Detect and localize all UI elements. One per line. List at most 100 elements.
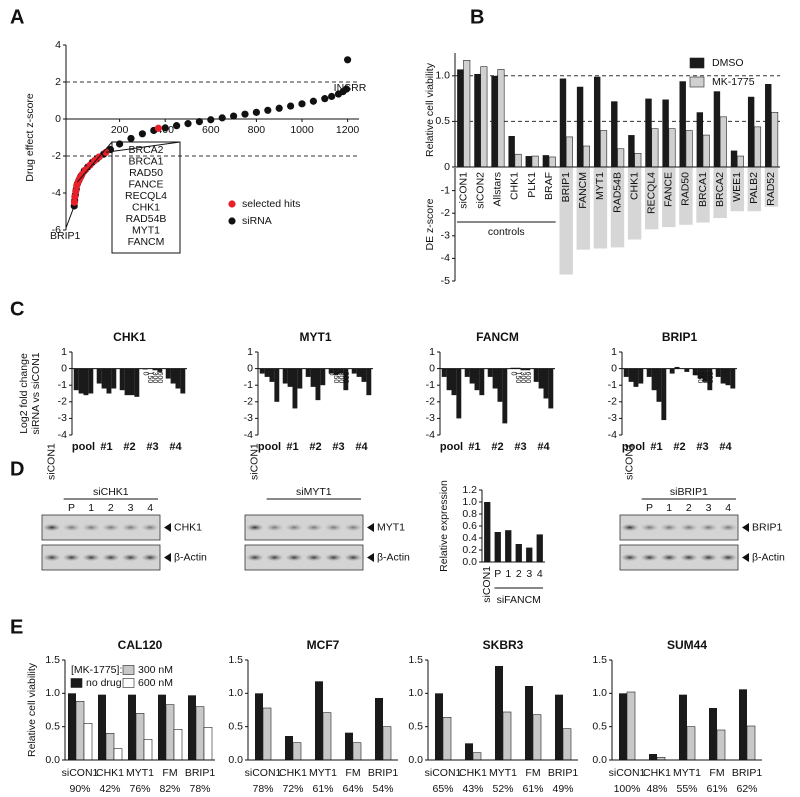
protein-label: MYT1: [377, 521, 405, 533]
bar: [119, 368, 125, 391]
y-tick-label: 0.4: [462, 532, 477, 544]
bar: [713, 91, 721, 167]
x-tick-label: CHK1: [509, 172, 521, 200]
y-tick-label: 0: [444, 161, 450, 173]
bar: [562, 728, 572, 761]
band: [700, 554, 717, 561]
data-label: 42%: [99, 783, 120, 795]
band: [305, 554, 323, 561]
annotation: CHK1: [132, 201, 160, 213]
x-tick-label: BRCA1: [697, 172, 709, 207]
point: [321, 95, 329, 103]
x-tick-label: #3: [332, 441, 344, 453]
x-tick-label: BRIP1: [560, 172, 572, 203]
chart-title: FANCM: [476, 330, 519, 344]
bar: [719, 116, 727, 168]
bar: [165, 704, 175, 761]
data-label: 78%: [252, 783, 273, 795]
y-tick-label: -2: [52, 150, 61, 162]
x-tick-label: MYT1: [126, 767, 154, 779]
x-tick-label: #1: [286, 441, 298, 453]
bar: [305, 368, 311, 377]
bar: [576, 167, 591, 250]
band: [641, 524, 658, 531]
legend-swatch: [122, 665, 135, 675]
connector: [65, 205, 75, 229]
bar: [638, 368, 644, 384]
data-label: 61%: [312, 783, 333, 795]
data-label: 48%: [646, 783, 667, 795]
band: [719, 524, 737, 531]
y-tick-label: 1: [247, 346, 253, 358]
panel-label: E: [10, 616, 23, 638]
blot: [619, 544, 739, 571]
panel-label: B: [470, 6, 484, 28]
y-tick-label: -2: [244, 396, 253, 408]
y-tick-label: 1.0: [408, 687, 423, 699]
bar: [525, 156, 532, 167]
y-tick-label: -1: [426, 379, 435, 391]
bar: [736, 155, 744, 168]
y-tick-label: 1: [429, 346, 435, 358]
bar: [491, 75, 498, 167]
band: [680, 554, 698, 561]
bar: [351, 368, 357, 374]
bar: [315, 681, 323, 760]
y-tick-label: -2: [608, 396, 617, 408]
x-tick-label: MYT1: [594, 172, 606, 200]
y-tick-label: -4: [52, 187, 61, 199]
y-tick-label: -4: [426, 429, 435, 441]
arrow: [742, 553, 749, 562]
y-tick-label: 0: [611, 362, 617, 374]
annotation: BRCA2: [128, 144, 163, 156]
group-label: siCHK1: [93, 486, 129, 498]
bar: [611, 101, 618, 167]
x-tick-label: #4: [719, 441, 732, 453]
bar: [520, 368, 526, 371]
bar: [536, 534, 543, 562]
chart-title: SKBR3: [483, 638, 524, 652]
bar: [533, 368, 539, 382]
legend-title: [MK-1775]:: [71, 664, 122, 676]
y-tick-label: -2: [426, 396, 435, 408]
y-tick-label: 0: [61, 362, 67, 374]
y-tick-label: 0.0: [462, 556, 477, 568]
point: [207, 116, 215, 124]
bar: [702, 368, 708, 382]
bar: [531, 155, 539, 168]
x-tick-label: 2: [516, 568, 522, 580]
x-tick-label: FANCE: [663, 172, 675, 207]
group-label: siBRIP1: [670, 486, 708, 498]
bar: [366, 368, 372, 396]
band: [82, 524, 100, 531]
bar: [338, 368, 344, 374]
data-label: 61%: [706, 783, 727, 795]
data-label: 61%: [522, 783, 543, 795]
bar: [328, 368, 334, 374]
dose-label: 150: [514, 372, 521, 384]
x-tick-label: BRCA2: [714, 172, 726, 207]
y-tick-label: -3: [244, 412, 253, 424]
bar: [628, 368, 634, 382]
lane-label: 4: [147, 502, 153, 514]
bar: [754, 126, 762, 168]
lane-label: 2: [108, 502, 114, 514]
bar: [746, 725, 756, 761]
legend-label: 600 nM: [138, 677, 173, 689]
chart-title: BRIP1: [662, 330, 698, 344]
bar: [285, 736, 293, 760]
bar: [739, 689, 747, 760]
blot: [41, 544, 161, 571]
bar: [646, 368, 652, 377]
bar: [532, 714, 542, 761]
y-tick-label: 1: [611, 346, 617, 358]
data-label: 65%: [432, 783, 453, 795]
x-tick-label: pool: [258, 441, 281, 453]
point: [86, 161, 94, 169]
group-label: siMYT1: [296, 486, 332, 498]
point: [127, 134, 135, 143]
bar: [679, 81, 686, 167]
y-tick-label: 0.2: [462, 544, 477, 556]
point: [264, 106, 272, 114]
x-tick-label: #2: [673, 441, 685, 453]
